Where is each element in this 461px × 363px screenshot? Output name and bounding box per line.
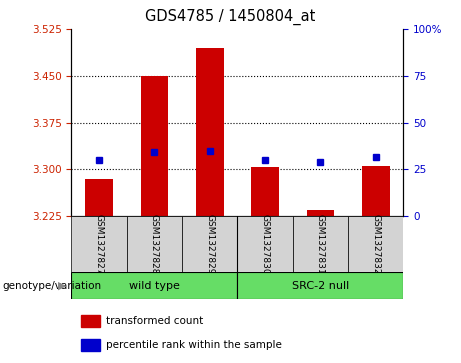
Bar (182, 216, 237, 272)
Text: GSM1327828: GSM1327828 (150, 214, 159, 274)
Text: genotype/variation: genotype/variation (2, 281, 101, 291)
Bar (82, 315, 100, 327)
Bar (237, 216, 293, 272)
Bar (293, 216, 348, 272)
Bar (71, 216, 127, 272)
Text: SRC-2 null: SRC-2 null (292, 281, 349, 291)
Text: GSM1327829: GSM1327829 (205, 214, 214, 274)
Bar (362, 166, 390, 216)
Text: ▶: ▶ (59, 281, 67, 291)
Text: GSM1327832: GSM1327832 (371, 214, 380, 274)
Text: GSM1327830: GSM1327830 (260, 214, 270, 274)
Text: wild type: wild type (129, 281, 180, 291)
Text: GDS4785 / 1450804_at: GDS4785 / 1450804_at (145, 9, 316, 25)
Bar (82, 339, 100, 351)
Bar (251, 167, 279, 216)
Bar (71, 272, 237, 299)
Bar (141, 76, 168, 216)
Text: transformed count: transformed count (106, 316, 204, 326)
Bar (85, 179, 113, 216)
Bar (348, 216, 403, 272)
Bar (196, 48, 224, 216)
Text: GSM1327827: GSM1327827 (95, 214, 104, 274)
Bar (127, 216, 182, 272)
Text: percentile rank within the sample: percentile rank within the sample (106, 340, 282, 350)
Bar (237, 272, 403, 299)
Text: GSM1327831: GSM1327831 (316, 214, 325, 274)
Bar (307, 210, 334, 216)
